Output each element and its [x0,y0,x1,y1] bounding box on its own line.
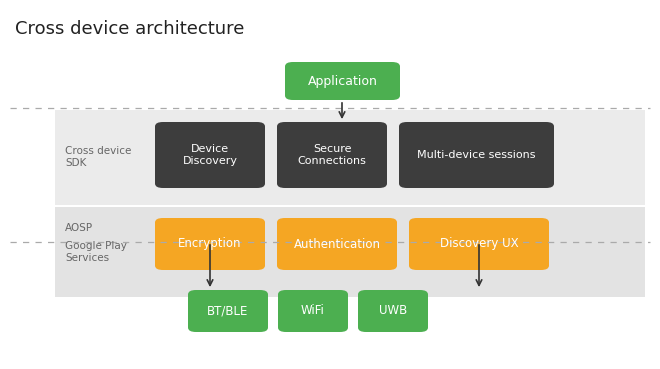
Text: AOSP: AOSP [65,223,93,233]
Text: WiFi: WiFi [301,304,325,317]
FancyBboxPatch shape [55,110,645,205]
FancyBboxPatch shape [188,290,268,332]
Text: Secure
Connections: Secure Connections [298,144,366,166]
Text: UWB: UWB [379,304,407,317]
Text: Discovery UX: Discovery UX [440,238,518,251]
FancyBboxPatch shape [358,290,428,332]
FancyBboxPatch shape [399,122,554,188]
Text: Google Play
Services: Google Play Services [65,241,127,263]
FancyBboxPatch shape [278,290,348,332]
Text: Cross device
SDK: Cross device SDK [65,146,131,168]
FancyBboxPatch shape [155,218,265,270]
FancyBboxPatch shape [285,62,400,100]
Text: Authentication: Authentication [294,238,381,251]
FancyBboxPatch shape [277,218,397,270]
Text: BT/BLE: BT/BLE [207,304,249,317]
FancyBboxPatch shape [55,207,645,297]
Text: Cross device architecture: Cross device architecture [15,20,244,38]
FancyBboxPatch shape [409,218,549,270]
FancyBboxPatch shape [277,122,387,188]
Text: Encryption: Encryption [178,238,242,251]
Text: Device
Discovery: Device Discovery [183,144,238,166]
Text: Application: Application [308,75,378,87]
FancyBboxPatch shape [155,122,265,188]
Text: Multi-device sessions: Multi-device sessions [417,150,536,160]
